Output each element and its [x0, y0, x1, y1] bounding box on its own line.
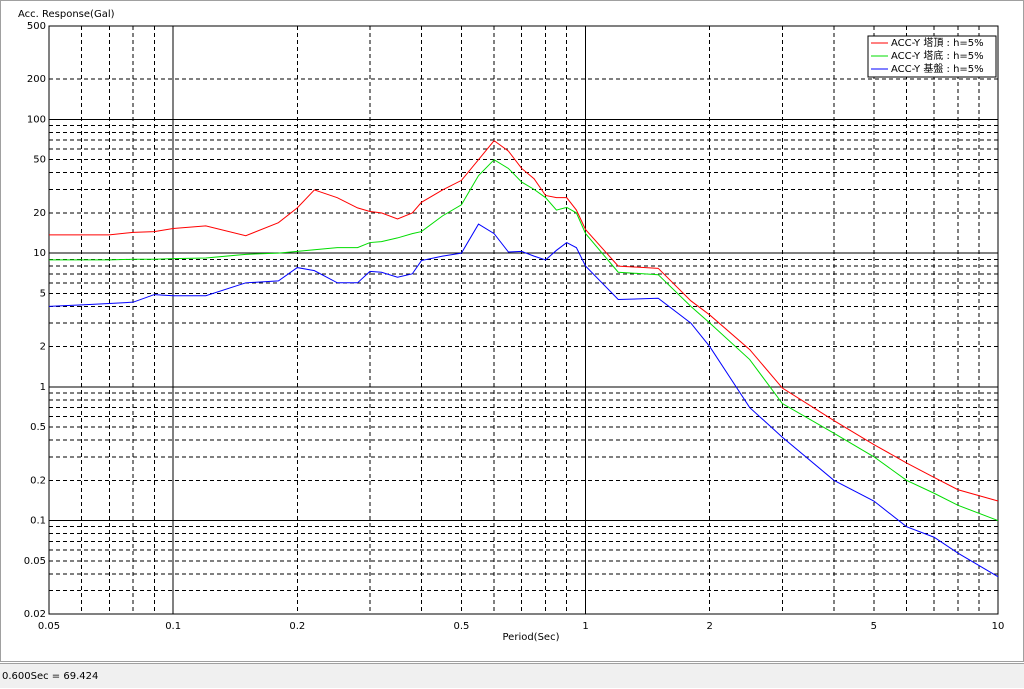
- y-tick-label: 0.1: [30, 516, 46, 527]
- chart-frame: [0, 0, 1024, 662]
- y-tick-label: 2: [40, 342, 46, 353]
- x-axis-label: Period(Sec): [503, 632, 560, 643]
- y-tick-label: 20: [33, 208, 46, 219]
- y-tick-label: 10: [33, 248, 46, 259]
- x-tick-label: 1: [582, 621, 588, 632]
- y-tick-label: 200: [27, 74, 46, 85]
- status-bar: 0.600Sec = 69.424: [0, 663, 1024, 688]
- y-tick-label: 500: [27, 21, 46, 32]
- x-tick-label: 2: [707, 621, 713, 632]
- y-tick-label: 1: [40, 382, 46, 393]
- y-tick-label: 5: [40, 288, 46, 299]
- y-tick-label: 100: [27, 114, 46, 125]
- legend-label: ACC-Y 基盤 : h=5%: [891, 62, 984, 75]
- data-line: [49, 139, 999, 502]
- plot-border: [48, 25, 999, 615]
- y-tick-label: 50: [33, 155, 46, 166]
- legend-label: ACC-Y 塔頂 : h=5%: [891, 36, 984, 49]
- data-line: [49, 159, 999, 522]
- y-tick-label: 0.2: [30, 475, 46, 486]
- y-axis-label: Acc. Response(Gal): [18, 9, 115, 20]
- chart: Acc. Response(Gal) Period(Sec) 0.05 0.1 0.…: [0, 0, 1024, 662]
- data-line: [48, 223, 999, 578]
- x-tick-label: 0.2: [289, 621, 305, 632]
- x-tick-label: 0.1: [165, 621, 181, 632]
- x-tick-label: 10: [992, 621, 1005, 632]
- x-tick-label: 0.05: [38, 621, 60, 632]
- y-tick-label: 0.02: [24, 609, 46, 620]
- x-tick-label: 0.5: [453, 621, 469, 632]
- legend-box: [867, 35, 997, 78]
- y-tick-label: 0.5: [30, 422, 46, 433]
- x-tick-label: 5: [871, 621, 877, 632]
- y-tick-label: 0.05: [24, 556, 46, 567]
- legend-label: ACC-Y 塔底 : h=5%: [891, 49, 984, 62]
